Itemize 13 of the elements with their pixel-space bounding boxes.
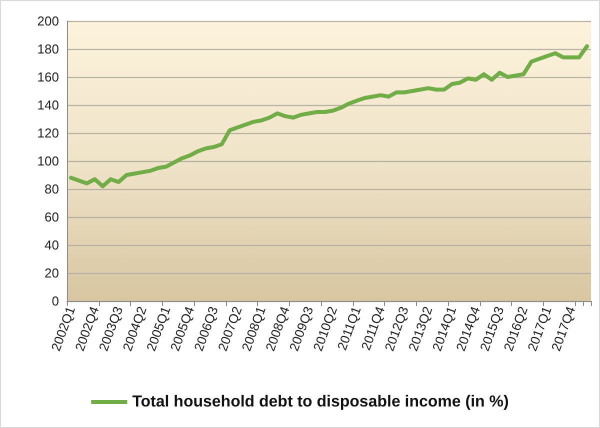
y-tick-label: 160 <box>37 70 59 84</box>
line-series <box>68 44 590 188</box>
y-tick-label: 40 <box>44 238 59 252</box>
y-tick-label: 80 <box>44 182 59 196</box>
y-tick-label: 140 <box>37 98 59 112</box>
y-tick-label: 120 <box>37 126 59 140</box>
legend-label: Total household debt to disposable income (in %) <box>132 394 509 410</box>
y-tick-label: 0 <box>52 294 59 308</box>
y-tick-label: 100 <box>37 154 59 168</box>
y-tick-label: 20 <box>44 266 59 280</box>
y-tick-label: 60 <box>44 210 59 224</box>
y-tick-label: 200 <box>37 14 59 28</box>
y-tick-label: 180 <box>37 42 59 56</box>
